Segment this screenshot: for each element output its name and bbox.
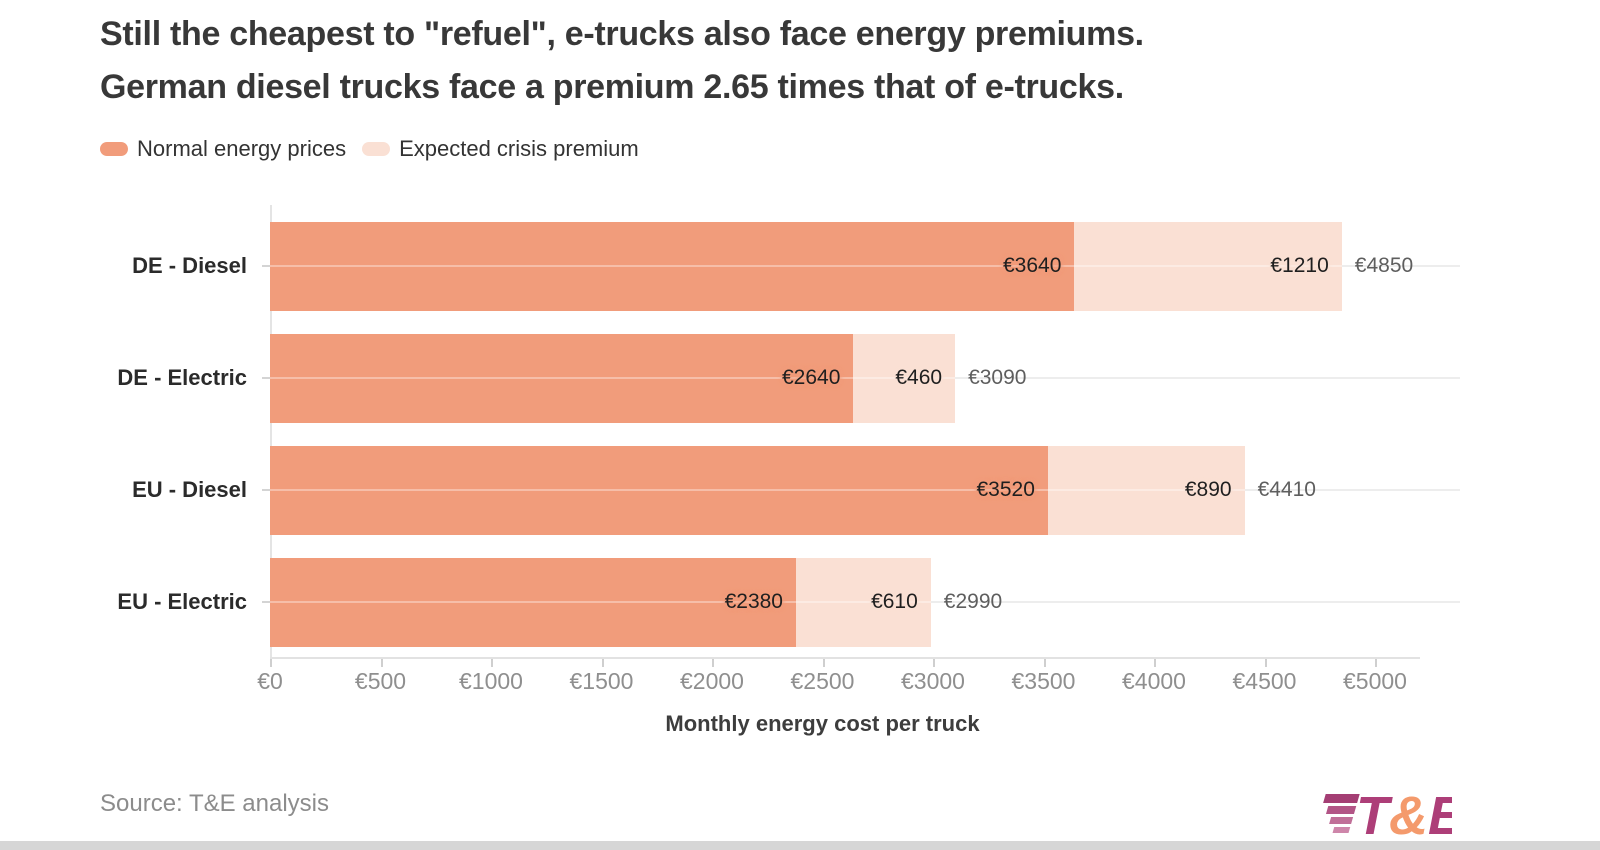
x-axis-tick [933, 659, 935, 667]
x-axis-tick [822, 659, 825, 667]
bar-stack: €3640 €1210 [270, 221, 1342, 311]
bar-row-plot: €3520 €890 €4410 [270, 434, 1460, 546]
bar-stack: €2380 €610 [270, 557, 931, 647]
total-value-label: €2990 [943, 590, 1003, 613]
x-axis-tick [491, 659, 493, 667]
x-axis-tick-label: €3000 [901, 668, 965, 694]
x-axis-tick [712, 659, 714, 667]
legend-label: Expected crisis premium [399, 136, 639, 161]
bar-segment-normal: €3520 [270, 445, 1048, 535]
x-axis-tick-label: €500 [354, 668, 407, 694]
bar-stack: €3520 €890 [270, 445, 1245, 535]
legend-swatch-icon [100, 142, 128, 156]
legend-swatch-icon [362, 142, 391, 156]
x-axis-tick-label: €0 [257, 668, 283, 694]
x-axis-ticks: €0 €500 €1000 €1500 €2000 €2500 €3000 €3500 €400… [257, 659, 1420, 699]
segment-value-label: €890 [1184, 478, 1232, 501]
chart-title: Still the cheapest to "refuel", e-trucks… [100, 8, 1144, 114]
bar-row-plot: €2640 €460 €3090 [270, 322, 1460, 434]
x-axis-tick [1264, 659, 1267, 667]
bar-segment-premium: €890 [1047, 445, 1245, 535]
bar-row: DE - Electric €2640 €460 €3090 [0, 322, 1460, 434]
total-value-label: €4850 [1354, 254, 1414, 277]
segment-value-label: €3640 [1002, 254, 1062, 277]
segment-value-label: €2640 [781, 366, 841, 389]
x-axis-tick [1043, 659, 1046, 667]
x-axis-tick-label: €1000 [459, 668, 523, 694]
category-label: DE - Electric [117, 365, 247, 390]
segment-value-label: €610 [871, 590, 918, 613]
bar-chart: DE - Diesel €3640 €1210 €4850 DE - Electric €… [0, 210, 1460, 658]
bar-row-plot: €2380 €610 €2990 [270, 546, 1460, 658]
y-axis-line [270, 205, 272, 658]
y-axis-tick [255, 210, 270, 322]
x-axis-tick [270, 659, 272, 667]
bar-stack: €2640 €460 [270, 333, 956, 423]
category-label: EU - Diesel [132, 477, 247, 502]
legend: Normal energy prices Expected crisis prem… [100, 136, 639, 162]
segment-value-label: €1210 [1270, 254, 1329, 277]
y-axis-tick [255, 434, 270, 546]
legend-label: Normal energy prices [137, 136, 347, 161]
bottom-strip [0, 841, 1600, 850]
chart-title-line1: Still the cheapest to "refuel", e-trucks… [100, 15, 1144, 53]
x-axis-tick-label: €4000 [1122, 668, 1186, 694]
te-logo: T&E [1323, 786, 1452, 841]
x-axis-tick [1375, 659, 1377, 667]
legend-item: Normal energy prices [100, 136, 346, 162]
category-label: DE - Diesel [132, 253, 247, 278]
x-axis-tick-label: €4500 [1232, 668, 1297, 694]
y-axis-tick [255, 546, 270, 658]
category-label: EU - Electric [117, 589, 247, 614]
bar-segment-premium: €610 [796, 557, 931, 647]
x-axis-tick-label: €2000 [680, 668, 744, 694]
total-value-label: €3090 [968, 366, 1027, 389]
bar-row: DE - Diesel €3640 €1210 €4850 [0, 210, 1460, 322]
bar-row-plot: €3640 €1210 €4850 [270, 210, 1460, 322]
bar-segment-normal: €2380 [270, 557, 796, 647]
total-value-label: €4410 [1257, 478, 1316, 501]
x-axis-tick-label: €2500 [790, 668, 855, 694]
bar-segment-normal: €2640 [270, 333, 854, 423]
bar-segment-premium: €460 [853, 333, 956, 423]
x-axis-tick [1154, 659, 1156, 667]
segment-value-label: €460 [895, 366, 943, 389]
bar-row: EU - Diesel €3520 €890 €4410 [0, 434, 1460, 546]
legend-item: Expected crisis premium [362, 136, 639, 162]
source-text: Source: T&E analysis [100, 790, 329, 817]
logo-text: T&E [1356, 786, 1452, 841]
logo-stripes-icon [1323, 794, 1360, 833]
bar-row: EU - Electric €2380 €610 €2990 [0, 546, 1460, 658]
x-axis-tick-label: €5000 [1343, 668, 1407, 694]
x-axis-tick [380, 659, 383, 667]
x-axis-tick-label: €3500 [1011, 668, 1076, 694]
segment-value-label: €3520 [976, 478, 1035, 501]
bar-segment-premium: €1210 [1074, 221, 1342, 311]
bar-segment-normal: €3640 [270, 221, 1075, 311]
chart-title-line2: German diesel trucks face a premium 2.65… [100, 68, 1124, 106]
y-axis-tick [255, 322, 270, 434]
x-axis-line [270, 657, 1420, 659]
x-axis-title: Monthly energy cost per truck [665, 711, 980, 736]
segment-value-label: €2380 [724, 590, 783, 613]
x-axis-tick [601, 659, 604, 667]
x-axis-tick-label: €1500 [569, 668, 634, 694]
